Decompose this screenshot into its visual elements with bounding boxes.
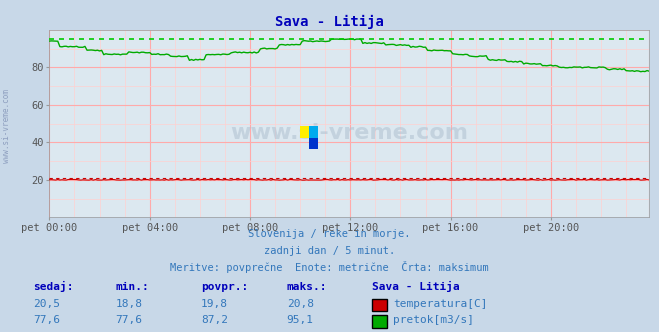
- Text: 95,1: 95,1: [287, 315, 314, 325]
- Text: Meritve: povprečne  Enote: metrične  Črta: maksimum: Meritve: povprečne Enote: metrične Črta:…: [170, 261, 489, 273]
- Text: 77,6: 77,6: [33, 315, 60, 325]
- Text: temperatura[C]: temperatura[C]: [393, 299, 488, 309]
- Text: min.:: min.:: [115, 283, 149, 292]
- Text: Sava - Litija: Sava - Litija: [275, 15, 384, 29]
- Text: Sava - Litija: Sava - Litija: [372, 282, 460, 292]
- Text: www.si-vreme.com: www.si-vreme.com: [230, 123, 469, 143]
- Text: sedaj:: sedaj:: [33, 282, 73, 292]
- Text: www.si-vreme.com: www.si-vreme.com: [2, 89, 11, 163]
- Text: povpr.:: povpr.:: [201, 283, 248, 292]
- Bar: [300, 126, 309, 138]
- Text: 18,8: 18,8: [115, 299, 142, 309]
- Text: 87,2: 87,2: [201, 315, 228, 325]
- Text: 20,5: 20,5: [33, 299, 60, 309]
- Text: zadnji dan / 5 minut.: zadnji dan / 5 minut.: [264, 246, 395, 256]
- Text: 19,8: 19,8: [201, 299, 228, 309]
- Text: maks.:: maks.:: [287, 283, 327, 292]
- Bar: [309, 126, 318, 138]
- Text: pretok[m3/s]: pretok[m3/s]: [393, 315, 474, 325]
- Bar: [309, 138, 318, 149]
- Text: 20,8: 20,8: [287, 299, 314, 309]
- Text: 77,6: 77,6: [115, 315, 142, 325]
- Text: Slovenija / reke in morje.: Slovenija / reke in morje.: [248, 229, 411, 239]
